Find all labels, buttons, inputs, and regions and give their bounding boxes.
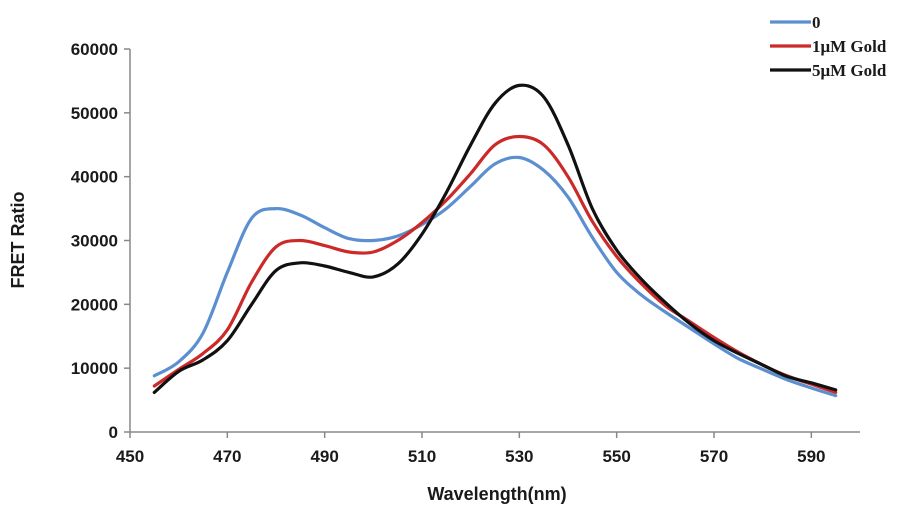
y-tick-label: 50000: [71, 104, 118, 123]
y-tick-label: 10000: [71, 359, 118, 378]
series-lines: [152, 83, 838, 398]
legend-label-1: 1μM Gold: [812, 37, 887, 56]
x-tick-label: 550: [602, 447, 630, 466]
series-line-2: [152, 83, 838, 394]
x-ticks: 450 470 490 510 530 550 570 590: [116, 432, 826, 466]
y-tick-label: 40000: [71, 168, 118, 187]
x-tick-label: 590: [797, 447, 825, 466]
legend-label-0: 0: [812, 13, 821, 32]
series-line-1: [152, 134, 838, 394]
x-tick-label: 490: [310, 447, 338, 466]
y-ticks: 0 10000 20000 30000 40000 50000 60000: [71, 40, 130, 442]
y-tick-label: 0: [109, 423, 118, 442]
legend: 0 1μM Gold 5μM Gold: [770, 13, 887, 80]
x-axis-label: Wavelength(nm): [427, 484, 566, 504]
x-tick-label: 510: [408, 447, 436, 466]
y-tick-label: 30000: [71, 232, 118, 251]
x-tick-label: 450: [116, 447, 144, 466]
x-tick-label: 570: [700, 447, 728, 466]
x-tick-label: 470: [213, 447, 241, 466]
y-tick-label: 60000: [71, 40, 118, 59]
y-tick-label: 20000: [71, 295, 118, 314]
legend-label-2: 5μM Gold: [812, 61, 887, 80]
x-tick-label: 530: [505, 447, 533, 466]
y-axis-label: FRET Ratio: [8, 191, 28, 288]
series-line-0: [152, 155, 838, 398]
